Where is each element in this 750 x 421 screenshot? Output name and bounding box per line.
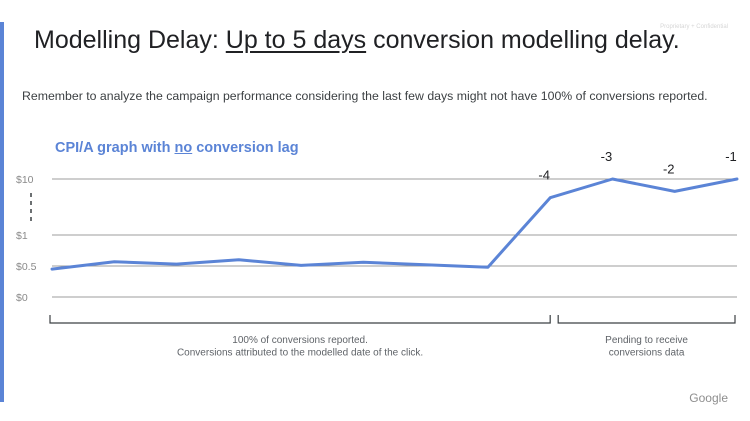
point-labels: -4 -3 -2 -1 — [538, 149, 736, 183]
chart-heading-prefix: CPI/A graph with — [55, 140, 175, 156]
point-label: -4 — [538, 168, 550, 183]
point-label: -1 — [725, 149, 737, 164]
google-logo: Google — [689, 391, 728, 405]
title-emphasis: Up to 5 days — [225, 26, 367, 54]
left-accent-rule — [0, 22, 4, 402]
y-tick-label: $0.5 — [16, 261, 37, 273]
title-prefix: Modelling Delay: — [34, 26, 226, 54]
grid-layer — [52, 178, 737, 298]
title-suffix: conversion modelling delay. — [366, 26, 680, 54]
brackets: 100% of conversions reported. Conversions… — [49, 315, 736, 359]
chart-heading: CPI/A graph with no conversion lag — [55, 140, 299, 156]
chart-heading-emphasis: no — [174, 140, 193, 156]
y-tick-label: $1 — [16, 230, 28, 242]
point-label: -2 — [663, 161, 675, 176]
bracket-line — [557, 315, 736, 324]
bracket-caption: conversions data — [609, 348, 685, 359]
y-tick-label: $10 — [16, 174, 34, 186]
confidential-label: Proprietary + Confidential — [660, 24, 728, 30]
series-layer — [50, 177, 739, 271]
bracket-caption: Pending to receive — [605, 335, 688, 346]
bracket-caption: Conversions attributed to the modelled d… — [177, 348, 423, 359]
slide-title: Modelling Delay: Up to 5 days conversion… — [34, 26, 680, 55]
bracket-line — [49, 315, 551, 324]
slide-subtitle: Remember to analyze the campaign perform… — [22, 89, 708, 103]
y-tick-labels: $10 $1 $0.5 $0 — [16, 174, 37, 304]
point-label: -3 — [601, 149, 613, 164]
series-line — [50, 177, 739, 271]
bracket-caption: 100% of conversions reported. — [232, 335, 368, 346]
chart-heading-suffix: conversion lag — [192, 140, 299, 156]
y-tick-label: $0 — [16, 292, 28, 304]
